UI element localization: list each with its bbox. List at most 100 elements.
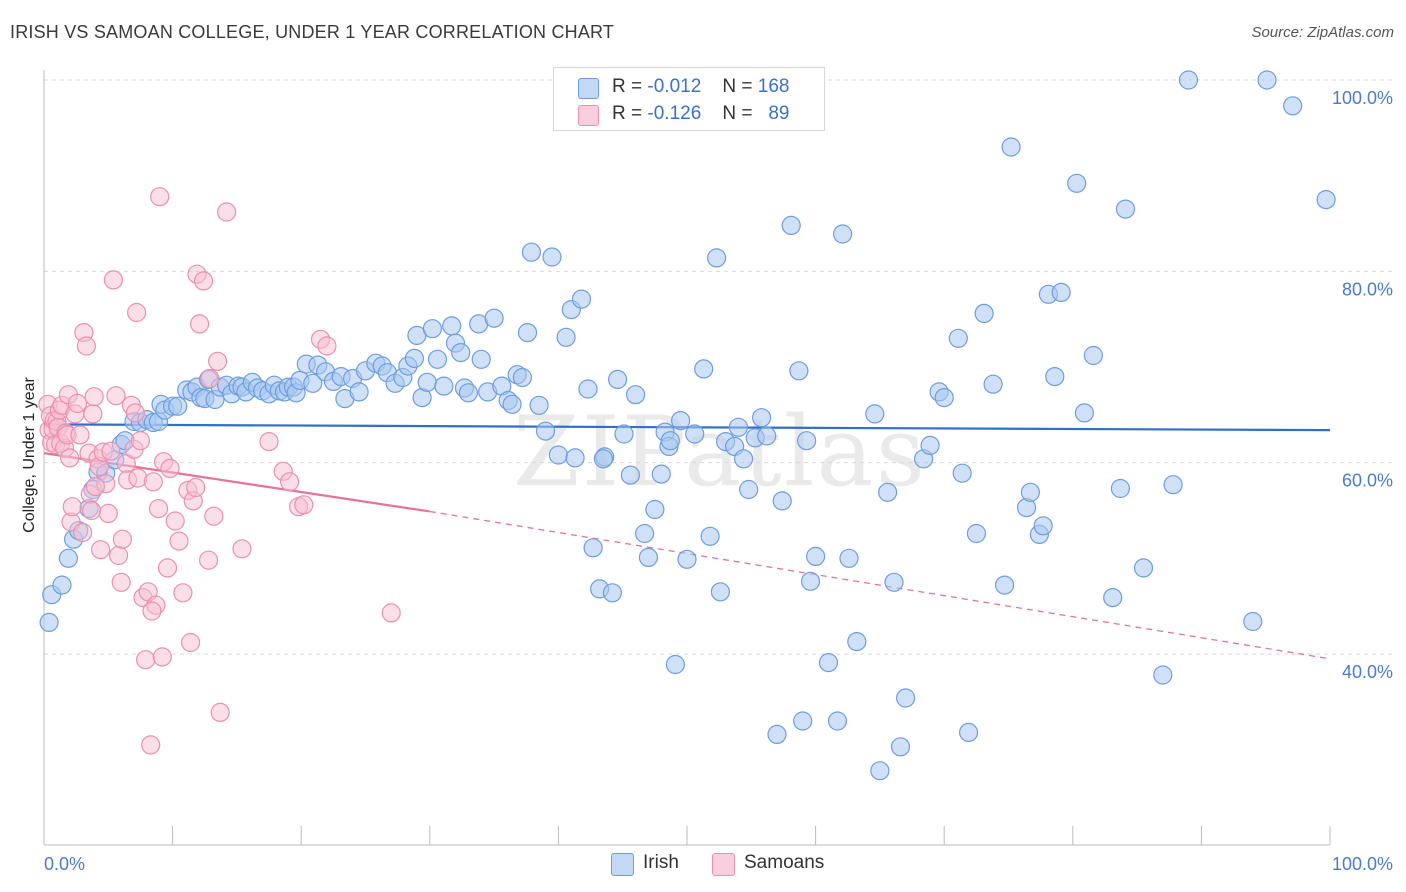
samoan-point — [210, 702, 230, 723]
samoan-point — [101, 441, 121, 461]
irish-point — [1083, 345, 1104, 366]
irish-point — [556, 327, 576, 347]
irish-point — [625, 385, 646, 405]
irish-point — [638, 547, 659, 568]
bottom-legend-label-irish: Irish — [643, 852, 679, 873]
irish-point — [1243, 611, 1263, 632]
irish-point — [818, 652, 839, 673]
irish-point — [417, 372, 437, 392]
irish-point — [1001, 137, 1021, 157]
samoan-trend-extension — [429, 510, 1331, 660]
samoan-point — [317, 336, 337, 356]
samoan-point — [98, 503, 118, 524]
irish-point — [1115, 199, 1136, 219]
x-tick-label: 100.0% — [1332, 854, 1393, 874]
irish-point — [602, 583, 623, 603]
irish-point — [694, 359, 714, 379]
samoan-point — [67, 393, 88, 413]
samoan-point — [157, 558, 178, 578]
samoan-point — [232, 539, 252, 559]
irish-point — [884, 572, 904, 592]
irish-point — [502, 394, 522, 414]
irish-point — [665, 654, 686, 675]
irish-point — [700, 526, 720, 546]
irish-point — [1316, 190, 1336, 210]
samoan-point — [142, 601, 162, 621]
legend-irish-n-value: 168 — [757, 76, 790, 97]
samoan-series — [38, 187, 401, 755]
samoan-point — [217, 202, 237, 222]
samoan-point — [280, 472, 300, 492]
irish-point — [800, 571, 821, 591]
samoan-point — [165, 511, 185, 531]
irish-point — [895, 688, 916, 708]
irish-point — [728, 417, 749, 437]
samoan-point — [111, 572, 131, 592]
samoan-point — [173, 583, 193, 603]
irish-point — [757, 426, 777, 446]
irish-point — [839, 548, 859, 568]
chart-title: IRISH VS SAMOAN COLLEGE, UNDER 1 YEAR CO… — [10, 22, 615, 42]
irish-point — [706, 248, 727, 268]
irish-point — [781, 215, 801, 235]
samoan-point — [136, 650, 156, 670]
irish-point — [958, 722, 979, 743]
irish-point — [974, 303, 994, 323]
legend-samoan-r-label: R = — [612, 103, 643, 124]
irish-point — [877, 482, 898, 502]
irish-point — [890, 737, 911, 757]
irish-point — [1153, 665, 1173, 685]
irish-point — [607, 369, 628, 389]
axes — [43, 70, 1331, 846]
legend-samoan-n-value: 89 — [768, 103, 790, 124]
samoan-point — [83, 404, 103, 424]
irish-point — [39, 612, 59, 633]
y-tick-label: 40.0% — [1342, 662, 1393, 682]
irish-point — [1257, 70, 1277, 90]
irish-point — [529, 395, 549, 415]
irish-point — [1045, 367, 1065, 387]
samoan-point — [186, 477, 206, 498]
irish-point — [442, 316, 462, 336]
samoan-point — [106, 386, 126, 406]
irish-point — [578, 379, 598, 399]
samoan-point — [169, 531, 189, 551]
irish-point — [1074, 403, 1095, 423]
samoan-point — [181, 632, 201, 653]
legend-irish-n-label: N = — [722, 76, 753, 97]
irish-point — [512, 367, 533, 388]
irish-point — [772, 491, 792, 511]
irish-point — [865, 404, 885, 424]
stats-legend: R = -0.012 N = 168 R = -0.126 N = 89 — [553, 67, 825, 131]
samoan-point — [381, 603, 401, 623]
samoan-point — [259, 432, 279, 452]
irish-point — [535, 421, 556, 441]
samoan-point — [127, 302, 147, 323]
irish-point — [710, 582, 731, 602]
y-axis-label: College, Under 1 year — [21, 377, 38, 533]
samoan-point — [199, 550, 219, 570]
samoan-point — [76, 336, 97, 356]
irish-point — [847, 631, 867, 652]
irish-point — [994, 575, 1015, 595]
irish-point — [751, 408, 772, 428]
irish-point — [303, 373, 323, 393]
irish-point — [1163, 475, 1183, 495]
irish-point — [404, 348, 424, 368]
samoan-point — [130, 431, 150, 451]
legend-swatch-irish — [578, 78, 599, 99]
irish-point — [517, 323, 538, 343]
samoan-point — [190, 314, 210, 334]
irish-point — [832, 224, 853, 244]
tick-labels: 40.0% 60.0% 80.0% 100.0% 0.0% 100.0% — [44, 88, 1393, 874]
irish-point — [952, 463, 972, 483]
irish-point — [796, 431, 817, 451]
irish-point — [685, 424, 705, 444]
irish-point — [793, 711, 813, 731]
irish-point — [677, 549, 697, 569]
irish-point — [565, 448, 585, 468]
irish-point — [52, 575, 72, 595]
irish-point — [1178, 70, 1199, 90]
y-tick-label: 100.0% — [1332, 88, 1393, 108]
